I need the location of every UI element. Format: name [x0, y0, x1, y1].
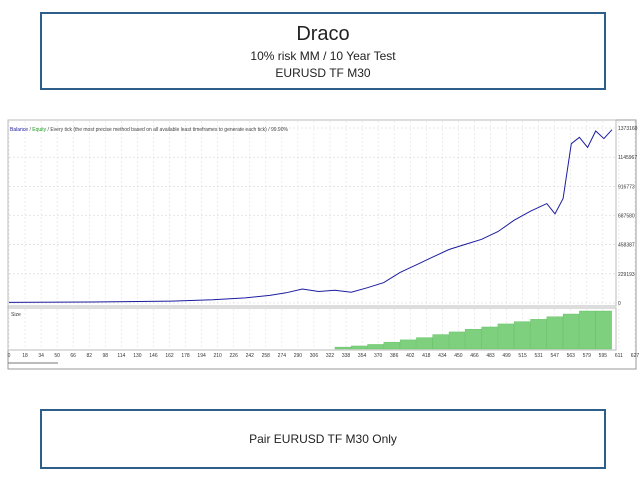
x-tick-label: 434	[438, 353, 447, 359]
y-tick-label: 916773	[618, 184, 635, 190]
size-bar	[595, 310, 612, 350]
report-subtitle: 10% risk MM / 10 Year Test	[250, 49, 396, 63]
size-bar	[416, 337, 433, 350]
x-tick-label: 322	[326, 353, 335, 359]
y-tick-label: 1145967	[618, 155, 637, 161]
size-bar	[432, 334, 449, 350]
x-tick-label: 194	[197, 353, 206, 359]
size-bar	[497, 323, 515, 350]
size-bar	[481, 326, 498, 350]
size-bars	[334, 310, 612, 350]
x-tick-label: 386	[390, 353, 399, 359]
size-bar	[514, 321, 531, 350]
x-tick-labels: 0 18 34 50 66 82 98 114 130 146 162 178 194 210 226 242…	[8, 353, 640, 359]
size-bar	[351, 345, 368, 350]
size-bar	[448, 331, 466, 350]
x-tick-label: 338	[342, 353, 351, 359]
x-tick-label: 0	[8, 353, 11, 359]
legend-rest: / Every tick (the most precise method ba…	[46, 127, 288, 133]
x-tick-label: 290	[294, 353, 303, 359]
x-tick-label: 483	[486, 353, 495, 359]
size-bar	[334, 346, 352, 350]
chart-legend: Balance / Equity / Every tick (the most …	[10, 127, 288, 133]
x-tick-label: 306	[310, 353, 319, 359]
x-tick-label: 178	[181, 353, 190, 359]
x-tick-label: 18	[22, 353, 28, 359]
x-tick-label: 274	[278, 353, 287, 359]
x-tick-label: 258	[262, 353, 271, 359]
x-tick-label: 162	[165, 353, 174, 359]
x-tick-label: 146	[149, 353, 158, 359]
x-tick-label: 226	[230, 353, 239, 359]
size-bar	[367, 344, 384, 350]
size-bar	[383, 341, 400, 350]
x-tick-label: 210	[213, 353, 222, 359]
x-tick-label: 499	[502, 353, 511, 359]
balance-line	[8, 129, 613, 303]
size-bar	[399, 339, 417, 350]
legend-sep: /	[28, 127, 32, 133]
x-tick-label: 34	[38, 353, 44, 359]
report-pair: EURUSD TF M30	[275, 66, 371, 80]
x-tick-label: 114	[117, 353, 125, 359]
x-tick-label: 370	[374, 353, 383, 359]
y-tick-label: 458387	[618, 243, 635, 249]
x-tick-label: 547	[551, 353, 560, 359]
title-box: Draco 10% risk MM / 10 Year Test EURUSD …	[40, 12, 606, 90]
y-tick-label: 1373160	[618, 126, 638, 132]
size-panel-label: Size	[11, 312, 21, 318]
size-bar	[465, 329, 482, 350]
size-bar	[579, 310, 596, 350]
main-panel	[7, 119, 617, 307]
y-tick-labels: 1373160 1145967 916773 687580 458387 229193 0	[618, 126, 638, 307]
x-tick-label: 515	[518, 353, 527, 359]
x-tick-label: 418	[422, 353, 431, 359]
footer-box: Pair EURUSD TF M30 Only	[40, 409, 606, 469]
legend-equity: Equity	[32, 127, 46, 133]
x-tick-label: 579	[583, 353, 592, 359]
y-tick-label: 0	[618, 301, 621, 307]
size-bar	[530, 319, 547, 350]
x-tick-label: 130	[133, 353, 142, 359]
x-tick-label: 50	[54, 353, 60, 359]
x-tick-label: 595	[599, 353, 608, 359]
x-tick-label: 82	[86, 353, 92, 359]
x-tick-label: 354	[358, 353, 367, 359]
y-tick-label: 687580	[618, 214, 635, 220]
x-tick-label: 611	[615, 353, 623, 359]
footer-text: Pair EURUSD TF M30 Only	[249, 432, 397, 446]
x-tick-label: 627	[631, 353, 640, 359]
grid	[8, 121, 636, 350]
x-tick-label: 531	[534, 353, 543, 359]
report-title: Draco	[296, 23, 350, 45]
size-bar	[546, 316, 563, 350]
x-tick-label: 450	[454, 353, 463, 359]
size-bar	[562, 313, 580, 350]
x-tick-label: 402	[406, 353, 415, 359]
x-tick-label: 563	[567, 353, 576, 359]
x-tick-label: 66	[70, 353, 76, 359]
y-tick-label: 229193	[618, 272, 635, 278]
x-tick-label: 466	[470, 353, 479, 359]
x-tick-label: 98	[103, 353, 109, 359]
legend-balance: Balance	[10, 127, 28, 133]
x-tick-label: 242	[246, 353, 255, 359]
